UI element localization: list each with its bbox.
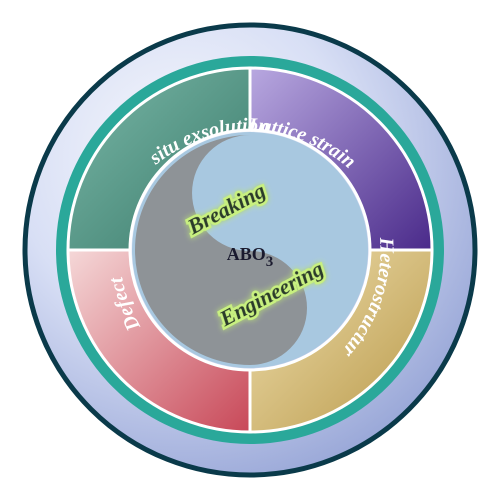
circular-diagram: Surface reconstruction Amorphous structu… — [0, 0, 500, 500]
